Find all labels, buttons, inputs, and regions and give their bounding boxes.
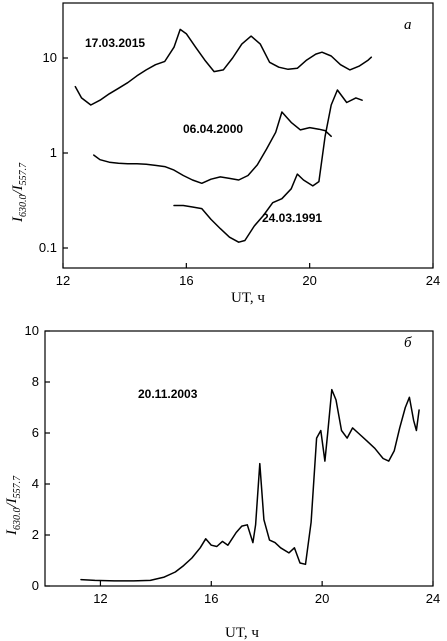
svg-text:I630.0/I557.7: I630.0/I557.7 <box>4 475 23 536</box>
panel-b-y-label-main: I <box>4 529 20 536</box>
panel-a-x-tick-label: 12 <box>56 273 70 288</box>
panel-b-x-tick-label: 16 <box>204 591 218 606</box>
panel-a-y-label-den: 557.7 <box>18 162 29 186</box>
panel-b-x-tick-label: 20 <box>315 591 329 606</box>
panel-b-y-label: I630.0/I557.7 <box>4 475 23 536</box>
panel-a-letter: а <box>404 17 412 33</box>
series-label-06-04-2000: 06.04.2000 <box>183 122 243 136</box>
panel-a-y-tick-label: 10 <box>43 50 57 65</box>
panel-a-y-tick-label: 1 <box>50 145 57 160</box>
panel-a-y-label-den-main: I <box>10 184 26 191</box>
series-label-24-03-1991: 24.03.1991 <box>262 211 322 225</box>
series-label-17-03-2015: 17.03.2015 <box>85 36 145 50</box>
panel-a-x-tick-label: 16 <box>179 273 193 288</box>
panel-a-x-tick-label: 24 <box>426 273 440 288</box>
panel-a-y-label-num: 630.0 <box>18 195 29 218</box>
panel-b-y-label-den: 557.7 <box>12 475 23 499</box>
panel-a-frame <box>62 2 434 269</box>
panel-b-y-tick-label: 6 <box>32 425 39 440</box>
panel-b-y-tick-label: 2 <box>32 527 39 542</box>
svg-text:I630.0/I557.7: I630.0/I557.7 <box>10 162 29 223</box>
panel-b-series-line-20-11-2003 <box>80 388 420 582</box>
panel-a-x-label: UT, ч <box>231 290 265 306</box>
panel-a: а UT, ч I630.0/I557.7 12 16 20 24 0.1 1 10 17.… <box>10 2 440 306</box>
panel-a-x-tick-label: 20 <box>302 273 316 288</box>
panel-a-series-line-24-03-1991 <box>173 89 363 243</box>
panel-a-series-line-17-03-2015 <box>74 28 373 106</box>
series-label-20-11-2003: 20.11.2003 <box>138 387 198 401</box>
panel-a-y-label: I630.0/I557.7 <box>10 162 29 223</box>
panel-a-y-label-main: I <box>10 216 26 223</box>
panel-a-series-line-06-04-2000 <box>93 111 332 185</box>
panel-a-ticks: 12 16 20 24 0.1 1 10 <box>39 50 440 288</box>
panel-b-x-label: UT, ч <box>225 625 259 641</box>
panel-b-y-label-num: 630.0 <box>12 508 23 531</box>
panel-b-y-tick-label: 4 <box>32 476 39 491</box>
panel-b-lines <box>80 388 420 582</box>
panel-b-y-tick-label: 0 <box>32 578 39 593</box>
panel-b-letter: б <box>404 335 412 351</box>
panel-a-y-tick-label: 0.1 <box>39 240 57 255</box>
panel-b-x-tick-label: 24 <box>426 591 440 606</box>
panel-b-x-tick-label: 12 <box>93 591 107 606</box>
panel-b-y-label-den-main: I <box>4 497 20 504</box>
panel-a-lines <box>74 28 373 243</box>
panel-b-y-tick-label: 8 <box>32 374 39 389</box>
panel-b-frame <box>44 330 434 587</box>
panel-b-y-tick-label: 10 <box>25 323 39 338</box>
